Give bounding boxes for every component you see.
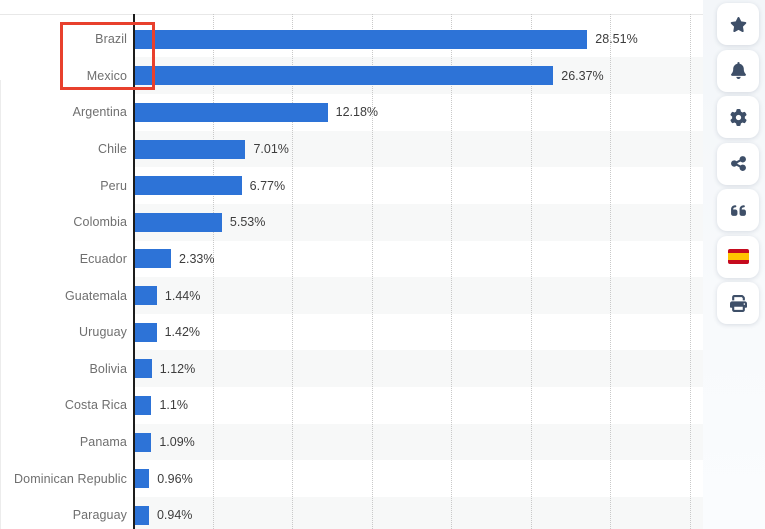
print-button[interactable] — [717, 282, 759, 324]
value-label: 1.42% — [164, 325, 201, 340]
row-stripe — [133, 423, 703, 461]
category-label: Peru — [100, 178, 127, 193]
favorite-button[interactable] — [717, 3, 759, 45]
notifications-button[interactable] — [717, 49, 759, 92]
gridline — [212, 14, 214, 529]
value-label: 7.01% — [253, 142, 289, 156]
category-label: Mexico — [86, 68, 127, 83]
category-label: Paraguay — [72, 508, 127, 523]
cite-button[interactable] — [717, 189, 759, 231]
value-label: 0.94% — [156, 508, 193, 523]
language-spanish-button[interactable] — [717, 235, 759, 278]
share-button[interactable] — [717, 142, 759, 185]
y-axis-line — [133, 14, 135, 529]
gear-icon — [729, 108, 747, 126]
bar-mexico[interactable] — [134, 66, 554, 86]
category-label: Brazil — [95, 32, 127, 47]
value-label: 1.44% — [164, 288, 201, 303]
gridline — [292, 14, 293, 529]
bar-colombia[interactable] — [134, 212, 222, 232]
chart-top-border — [0, 14, 703, 15]
gridline — [451, 14, 452, 529]
category-label: Uruguay — [79, 325, 127, 340]
value-label: 6.77% — [249, 178, 286, 193]
value-label: 0.96% — [157, 471, 193, 486]
value-label: 1.1% — [159, 398, 188, 413]
category-label: Dominican Republic — [14, 471, 127, 486]
gridline — [530, 14, 532, 529]
star-icon — [730, 16, 746, 32]
bell-icon — [730, 62, 746, 79]
gridline — [371, 14, 373, 529]
value-label: 5.53% — [229, 215, 266, 230]
value-label: 1.09% — [159, 435, 195, 450]
category-label: Colombia — [73, 215, 127, 230]
category-label: Bolivia — [89, 361, 127, 376]
bar-paraguay[interactable] — [134, 505, 149, 525]
row-stripe — [133, 350, 703, 388]
bar-bolivia[interactable] — [134, 359, 152, 379]
category-label: Guatemala — [64, 288, 127, 303]
bar-panama[interactable] — [134, 432, 152, 452]
bar-dominican-republic[interactable] — [134, 469, 150, 489]
bar-ecuador[interactable] — [134, 249, 172, 269]
category-label: Chile — [98, 142, 127, 156]
row-stripe — [133, 496, 703, 529]
quote-icon — [730, 204, 746, 216]
share-nodes-icon — [730, 156, 746, 171]
category-label: Costa Rica — [64, 398, 127, 413]
value-label: 26.37% — [561, 68, 604, 83]
bar-uruguay[interactable] — [134, 322, 157, 342]
value-label: 1.12% — [159, 361, 196, 376]
bar-brazil[interactable] — [134, 29, 588, 49]
value-label: 12.18% — [335, 105, 379, 120]
gridline — [689, 14, 691, 529]
bar-guatemala[interactable] — [134, 286, 157, 306]
page-left-edge — [0, 80, 1, 529]
row-stripe — [133, 203, 703, 241]
settings-button[interactable] — [717, 96, 759, 138]
gridline — [610, 14, 611, 529]
category-label: Panama — [79, 435, 127, 450]
spain-flag-icon — [727, 249, 749, 264]
highlight-rectangle — [60, 22, 155, 90]
value-label: 28.51% — [595, 32, 638, 47]
bar-argentina[interactable] — [134, 102, 328, 122]
bar-costa-rica[interactable] — [134, 395, 152, 415]
value-label: 2.33% — [179, 251, 215, 266]
category-label: Ecuador — [79, 251, 127, 266]
row-stripe — [133, 277, 703, 314]
printer-icon — [729, 294, 747, 312]
category-label: Argentina — [72, 105, 127, 120]
side-toolbar — [703, 0, 765, 529]
bar-peru[interactable] — [134, 176, 242, 196]
bar-chile[interactable] — [134, 139, 246, 159]
